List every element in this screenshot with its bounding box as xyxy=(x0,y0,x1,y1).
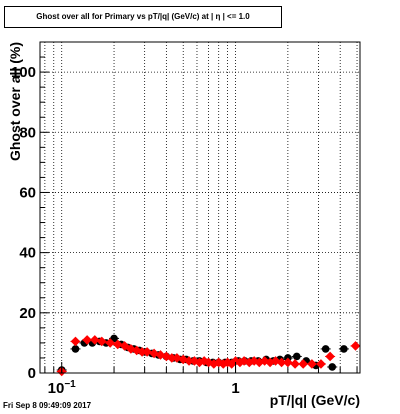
data-point xyxy=(90,335,100,345)
data-point xyxy=(292,352,301,361)
data-point xyxy=(249,356,259,366)
data-point xyxy=(189,356,200,366)
chart-title: Ghost over all for Primary vs pT/|q| (Ge… xyxy=(4,6,282,28)
y-tick-label: 40 xyxy=(19,245,36,262)
data-point xyxy=(172,353,182,363)
data-point xyxy=(199,356,209,366)
data-point xyxy=(259,356,270,366)
data-point xyxy=(328,363,337,371)
data-point xyxy=(137,347,147,357)
data-point xyxy=(239,356,249,366)
data-point xyxy=(298,359,308,369)
data-point xyxy=(230,356,241,366)
data-point xyxy=(142,347,152,357)
data-point xyxy=(82,335,92,345)
timestamp: Fri Sep 8 09:49:09 2017 xyxy=(3,401,92,410)
data-point xyxy=(105,338,115,348)
data-point xyxy=(244,357,255,368)
data-point xyxy=(155,350,166,360)
data-point xyxy=(321,345,330,353)
x-tick-label: 10−1 xyxy=(48,379,77,397)
plot-frame xyxy=(39,41,361,374)
data-point xyxy=(350,341,361,351)
y-tick-label: 60 xyxy=(19,184,36,201)
data-point xyxy=(316,359,326,369)
data-point xyxy=(71,345,80,353)
grid xyxy=(40,42,360,373)
data-point xyxy=(112,339,123,350)
data-point xyxy=(213,357,224,368)
x-tick-label: 1 xyxy=(231,380,239,397)
data-point xyxy=(178,354,189,365)
y-tick-label: 20 xyxy=(19,305,36,322)
y-axis-title: Ghost over all (%) xyxy=(7,42,23,161)
axes: 0 20 40 60 80 100 10−1 1 xyxy=(11,41,358,397)
data-point xyxy=(161,351,172,362)
data-point xyxy=(203,357,214,368)
y-tick-label: 0 xyxy=(28,365,36,382)
data-point xyxy=(126,344,136,354)
data-point xyxy=(290,359,300,369)
data-point xyxy=(96,336,107,347)
data-point xyxy=(340,345,348,353)
data-point xyxy=(325,351,335,362)
data-point xyxy=(70,336,81,347)
y-tick-label: 80 xyxy=(19,124,36,141)
data-point xyxy=(283,357,293,368)
data-point xyxy=(184,356,194,366)
data-point xyxy=(307,359,317,369)
y-tick-label: 100 xyxy=(11,64,36,81)
data-point xyxy=(131,345,142,356)
data-point xyxy=(167,353,177,363)
x-axis-title: pT/|q| (GeV/c) xyxy=(270,392,360,408)
data-point xyxy=(149,348,159,359)
data-marks xyxy=(56,334,361,377)
data-point xyxy=(194,357,205,368)
data-point xyxy=(270,356,281,366)
data-point xyxy=(235,357,245,368)
data-point xyxy=(276,357,287,368)
data-point xyxy=(222,357,233,368)
